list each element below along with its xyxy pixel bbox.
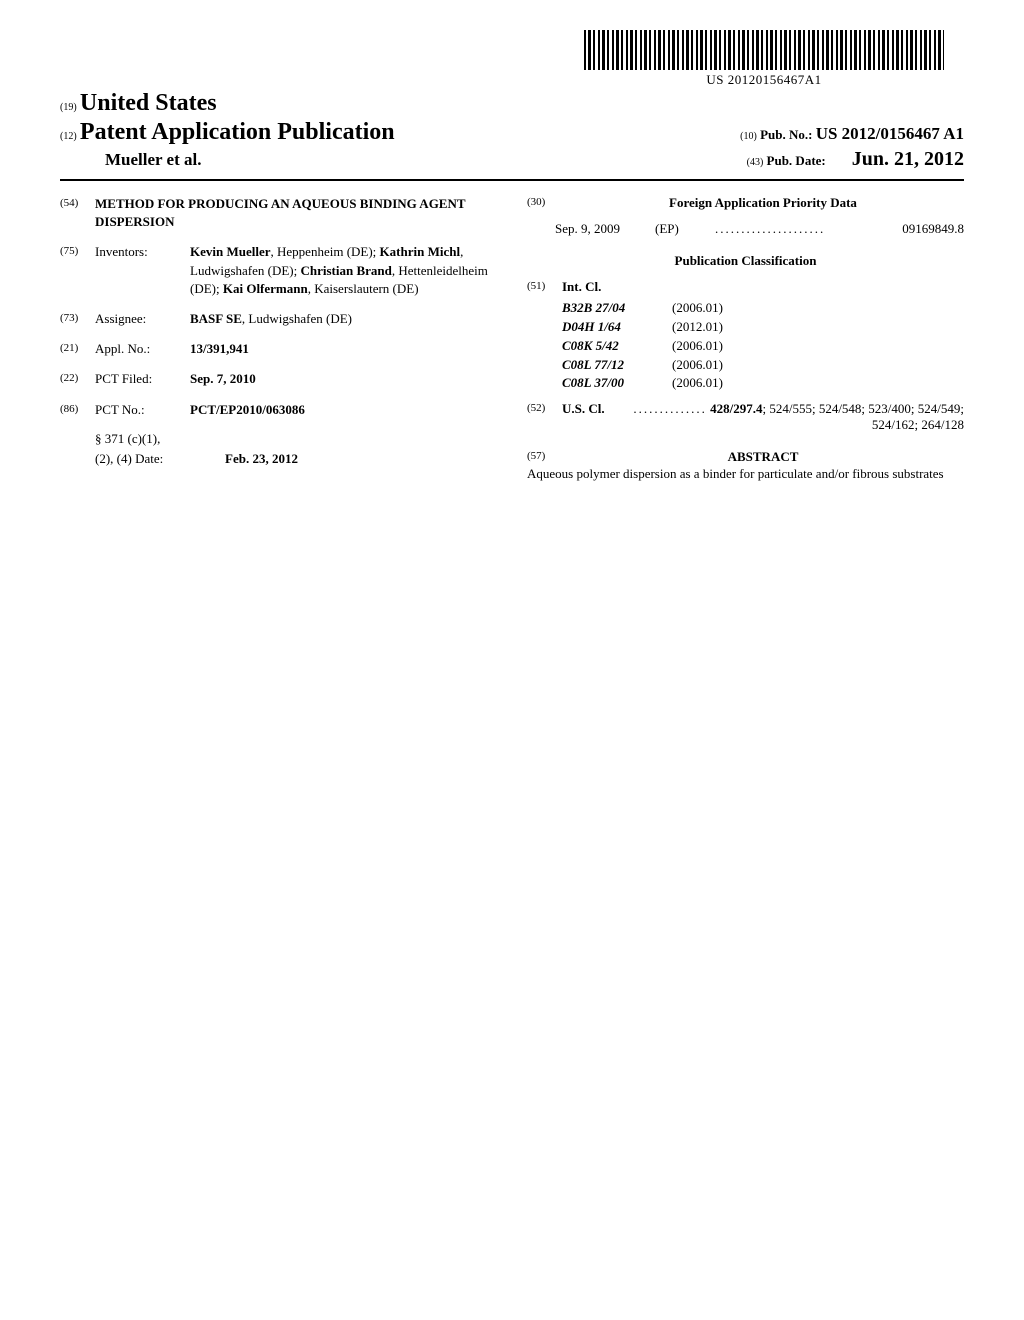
code-86: (86) xyxy=(60,401,95,419)
code-22: (22) xyxy=(60,370,95,388)
intcl-date: (2006.01) xyxy=(672,299,964,318)
uscl-field: (52) U.S. Cl. .............. 428/297.4; … xyxy=(527,401,964,433)
intcl-row: C08L 37/00(2006.01) xyxy=(527,374,964,393)
code-43: (43) xyxy=(747,157,764,168)
s371-value: Feb. 23, 2012 xyxy=(225,451,298,467)
main-content: (54) METHOD FOR PRODUCING AN AQUEOUS BIN… xyxy=(60,195,964,483)
s371-row1: § 371 (c)(1), xyxy=(60,431,497,447)
authors-line: Mueller et al. (43) Pub. Date: Jun. 21, … xyxy=(60,148,964,171)
uscl-dots: .............. xyxy=(633,401,707,416)
s371-row2: (2), (4) Date: Feb. 23, 2012 xyxy=(60,451,497,467)
pctno-value: PCT/EP2010/063086 xyxy=(190,401,497,419)
priority-dots: ..................... xyxy=(715,221,864,237)
barcode-text: US 20120156467A1 xyxy=(584,72,944,88)
intcl-date: (2012.01) xyxy=(672,318,964,337)
doc-kind-line: (12) Patent Application Publication (10)… xyxy=(60,119,964,146)
pub-no-value: US 2012/0156467 A1 xyxy=(816,124,964,143)
code-57: (57) xyxy=(527,449,562,465)
title-text: METHOD FOR PRODUCING AN AQUEOUS BINDING … xyxy=(95,195,497,231)
s371-label1: § 371 (c)(1), xyxy=(95,431,190,447)
code-10: (10) xyxy=(740,131,757,142)
intcl-label: Int. Cl. xyxy=(562,279,601,295)
pub-no-block: (10) Pub. No.: US 2012/0156467 A1 xyxy=(740,124,964,144)
intcl-code: C08K 5/42 xyxy=(562,337,672,356)
intcl-row: C08K 5/42(2006.01) xyxy=(527,337,964,356)
intcl-row: C08L 77/12(2006.01) xyxy=(527,356,964,375)
doc-kind-left: (12) Patent Application Publication xyxy=(60,119,395,146)
pub-date-value: Jun. 21, 2012 xyxy=(852,148,964,170)
left-column: (54) METHOD FOR PRODUCING AN AQUEOUS BIN… xyxy=(60,195,497,483)
title-field: (54) METHOD FOR PRODUCING AN AQUEOUS BIN… xyxy=(60,195,497,231)
pub-date-block: (43) Pub. Date: Jun. 21, 2012 xyxy=(747,148,964,171)
inventors-field: (75) Inventors: Kevin Mueller, Heppenhei… xyxy=(60,243,497,298)
inventors-label: Inventors: xyxy=(95,243,190,298)
code-73: (73) xyxy=(60,310,95,328)
abstract-heading: ABSTRACT xyxy=(562,449,964,465)
pctfiled-value: Sep. 7, 2010 xyxy=(190,370,497,388)
pub-no-label: Pub. No.: xyxy=(760,127,812,142)
right-column: (30) Foreign Application Priority Data S… xyxy=(527,195,964,483)
pctfiled-label: PCT Filed: xyxy=(95,370,190,388)
uscl-label: U.S. Cl. xyxy=(562,401,622,433)
barcode-region: US 20120156467A1 xyxy=(584,30,944,88)
intcl-list: B32B 27/04(2006.01)D04H 1/64(2012.01)C08… xyxy=(527,299,964,393)
divider-heavy xyxy=(60,179,964,181)
code-19: (19) xyxy=(60,102,77,113)
code-75: (75) xyxy=(60,243,95,298)
pub-classification-heading: Publication Classification xyxy=(527,253,964,269)
abstract-text: Aqueous polymer dispersion as a binder f… xyxy=(527,465,964,483)
priority-country: (EP) xyxy=(655,221,715,237)
intcl-code: B32B 27/04 xyxy=(562,299,672,318)
pub-date-label: Pub. Date: xyxy=(767,153,826,168)
pctfiled-field: (22) PCT Filed: Sep. 7, 2010 xyxy=(60,370,497,388)
assignee-value: BASF SE, Ludwigshafen (DE) xyxy=(190,310,497,328)
country-line: (19) United States xyxy=(60,90,964,117)
doc-kind-title: Patent Application Publication xyxy=(80,119,395,145)
code-51: (51) xyxy=(527,279,562,295)
inventors-value: Kevin Mueller, Heppenheim (DE); Kathrin … xyxy=(190,243,497,298)
priority-row: Sep. 9, 2009 (EP) ..................... … xyxy=(527,221,964,237)
uscl-primary: 428/297.4 xyxy=(710,401,762,416)
intcl-date: (2006.01) xyxy=(672,356,964,375)
intcl-code: C08L 77/12 xyxy=(562,356,672,375)
intcl-date: (2006.01) xyxy=(672,374,964,393)
foreign-priority-field: (30) Foreign Application Priority Data xyxy=(527,195,964,211)
intcl-code: D04H 1/64 xyxy=(562,318,672,337)
intcl-row: B32B 27/04(2006.01) xyxy=(527,299,964,318)
s371-label2: (2), (4) Date: xyxy=(95,451,190,467)
priority-number: 09169849.8 xyxy=(864,221,964,237)
code-52: (52) xyxy=(527,401,562,433)
country-name: United States xyxy=(80,90,217,116)
priority-date: Sep. 9, 2009 xyxy=(555,221,655,237)
code-21: (21) xyxy=(60,340,95,358)
applno-field: (21) Appl. No.: 13/391,941 xyxy=(60,340,497,358)
applno-label: Appl. No.: xyxy=(95,340,190,358)
barcode-graphic xyxy=(584,30,944,70)
document-header: (19) United States (12) Patent Applicati… xyxy=(60,90,964,181)
code-12: (12) xyxy=(60,131,77,142)
intcl-code: C08L 37/00 xyxy=(562,374,672,393)
foreign-priority-heading: Foreign Application Priority Data xyxy=(562,195,964,211)
pctno-field: (86) PCT No.: PCT/EP2010/063086 xyxy=(60,401,497,419)
assignee-label: Assignee: xyxy=(95,310,190,328)
code-30: (30) xyxy=(527,195,562,211)
intcl-field: (51) Int. Cl. xyxy=(527,279,964,295)
intcl-date: (2006.01) xyxy=(672,337,964,356)
code-54: (54) xyxy=(60,195,95,231)
pctno-label: PCT No.: xyxy=(95,401,190,419)
abstract-header-row: (57) ABSTRACT xyxy=(527,449,964,465)
uscl-rest: ; 524/555; 524/548; 523/400; 524/549; 52… xyxy=(762,401,964,432)
intcl-row: D04H 1/64(2012.01) xyxy=(527,318,964,337)
applno-value: 13/391,941 xyxy=(190,340,497,358)
assignee-field: (73) Assignee: BASF SE, Ludwigshafen (DE… xyxy=(60,310,497,328)
authors-name: Mueller et al. xyxy=(105,150,201,170)
uscl-values: .............. 428/297.4; 524/555; 524/5… xyxy=(622,401,964,433)
